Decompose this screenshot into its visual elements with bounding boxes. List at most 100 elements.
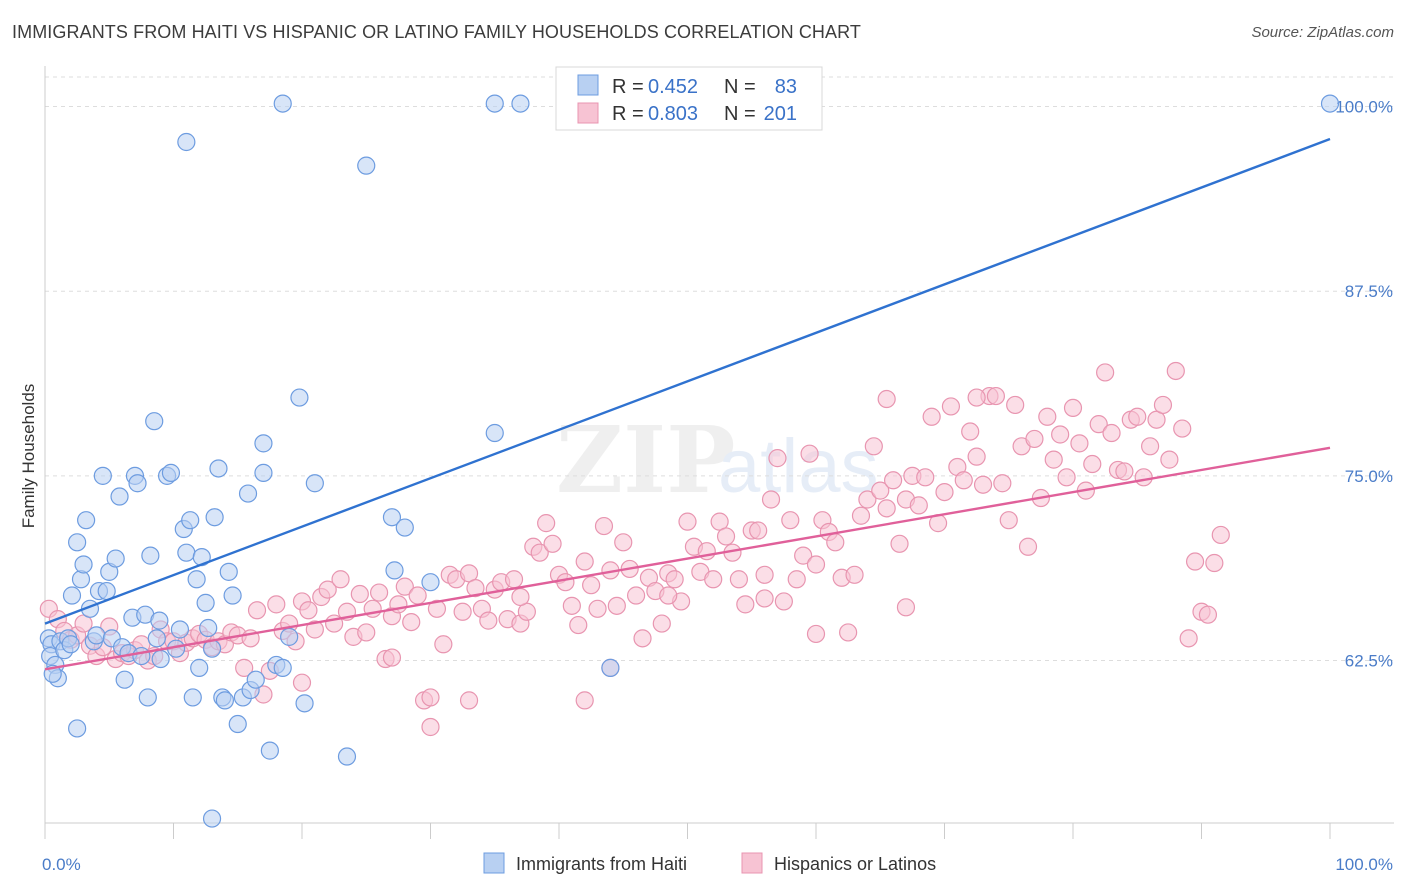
point-hispanics-35 — [267, 595, 286, 614]
y-tick-label-2: 87.5% — [1345, 282, 1393, 301]
point-hispanics-131 — [883, 471, 903, 490]
point-haiti-30 — [128, 474, 147, 493]
point-hispanics-43 — [318, 580, 337, 599]
point-hispanics-77 — [537, 514, 556, 533]
point-haiti-19 — [93, 466, 112, 485]
point-hispanics-124 — [839, 623, 858, 642]
point-hispanics-64 — [453, 602, 472, 621]
point-haiti-11 — [68, 533, 87, 552]
point-hispanics-137 — [922, 407, 941, 426]
point-hispanics-164 — [1096, 363, 1115, 382]
point-hispanics-177 — [1179, 629, 1198, 648]
point-haiti-44 — [177, 543, 196, 562]
point-hispanics-156 — [1044, 450, 1063, 469]
point-haiti-40 — [161, 463, 181, 482]
point-haiti-33 — [138, 688, 157, 707]
point-haiti-38 — [151, 649, 170, 669]
point-hispanics-81 — [562, 596, 581, 615]
point-hispanics-122 — [826, 533, 845, 552]
watermark: ZIP atlas — [556, 406, 879, 514]
point-hispanics-117 — [794, 546, 813, 565]
point-hispanics-61 — [434, 635, 453, 654]
point-hispanics-118 — [800, 444, 819, 463]
point-hispanics-48 — [350, 584, 369, 604]
point-hispanics-108 — [736, 595, 755, 614]
point-hispanics-105 — [716, 527, 736, 546]
point-haiti-76 — [385, 561, 404, 580]
point-hispanics-110 — [749, 521, 768, 540]
point-haiti-56 — [215, 691, 234, 710]
point-haiti-63 — [246, 670, 265, 689]
point-hispanics-143 — [961, 422, 980, 441]
point-hispanics-92 — [633, 629, 652, 648]
point-hispanics-176 — [1173, 419, 1192, 438]
point-hispanics-184 — [877, 389, 896, 409]
point-hispanics-55 — [395, 577, 414, 596]
point-hispanics-85 — [588, 599, 607, 618]
y-tick-label-3: 100.0% — [1335, 98, 1393, 117]
point-haiti-73 — [337, 747, 357, 766]
point-haiti-50 — [196, 593, 215, 612]
point-hispanics-128 — [864, 437, 883, 456]
point-haiti-74 — [357, 156, 376, 175]
point-hispanics-186 — [382, 648, 402, 667]
point-haiti-82 — [273, 94, 292, 113]
point-hispanics-187 — [659, 586, 678, 605]
point-hispanics-76 — [530, 543, 549, 562]
bottom-legend-swatch-haiti — [483, 852, 505, 874]
point-hispanics-148 — [993, 474, 1012, 493]
point-hispanics-155 — [1038, 407, 1057, 426]
point-haiti-84 — [68, 719, 87, 738]
point-hispanics-66 — [466, 579, 485, 598]
point-hispanics-116 — [787, 570, 806, 589]
point-hispanics-149 — [999, 511, 1018, 530]
point-hispanics-152 — [1018, 537, 1038, 556]
axes — [44, 66, 1394, 839]
trendline-hispanics — [44, 446, 1331, 671]
point-haiti-46 — [183, 688, 202, 707]
trendline-haiti — [44, 137, 1331, 625]
point-hispanics-86 — [594, 516, 614, 536]
point-hispanics-130 — [877, 499, 896, 518]
point-haiti-17 — [87, 626, 106, 645]
point-hispanics-113 — [768, 449, 787, 468]
point-hispanics-163 — [1089, 415, 1108, 434]
point-haiti-83 — [202, 809, 222, 828]
legend-r-value-1: 0.452 — [648, 76, 698, 98]
point-hispanics-45 — [331, 570, 350, 589]
watermark-atlas: atlas — [718, 424, 879, 509]
point-haiti-34 — [141, 546, 160, 565]
point-hispanics-68 — [479, 611, 498, 630]
point-hispanics-165 — [1102, 423, 1121, 443]
point-haiti-86 — [601, 658, 620, 677]
point-hispanics-162 — [1083, 454, 1102, 474]
point-hispanics-84 — [582, 576, 601, 595]
point-haiti-35 — [145, 412, 164, 431]
point-hispanics-173 — [1153, 395, 1173, 415]
point-hispanics-185 — [421, 688, 440, 707]
point-haiti-71 — [295, 694, 314, 713]
bottom-legend-swatch-hispanics — [741, 852, 763, 874]
point-haiti-45 — [181, 511, 200, 530]
point-hispanics-195 — [755, 589, 774, 608]
point-hispanics-157 — [1051, 425, 1070, 444]
legend-swatch-haiti — [577, 74, 599, 96]
point-hispanics-189 — [511, 587, 530, 607]
point-hispanics-178 — [1185, 552, 1205, 571]
chart-title: IMMIGRANTS FROM HAITI VS HISPANIC OR LAT… — [12, 22, 862, 42]
point-hispanics-119 — [806, 555, 826, 574]
point-haiti-70 — [290, 388, 309, 407]
point-haiti-75 — [382, 508, 402, 527]
point-hispanics-140 — [941, 397, 961, 416]
point-hispanics-132 — [890, 534, 909, 553]
point-hispanics-144 — [967, 447, 986, 466]
point-hispanics-142 — [954, 471, 973, 490]
point-hispanics-174 — [1160, 450, 1179, 469]
source-label: Source: ZipAtlas.com — [1251, 24, 1394, 41]
x-tick-label-1: 100.0% — [1335, 855, 1393, 874]
legend-r-label-1: R = — [612, 76, 644, 98]
point-hispanics-170 — [1134, 468, 1153, 487]
point-haiti-85 — [485, 423, 504, 443]
point-haiti-54 — [209, 459, 228, 478]
point-haiti-47 — [187, 570, 206, 589]
